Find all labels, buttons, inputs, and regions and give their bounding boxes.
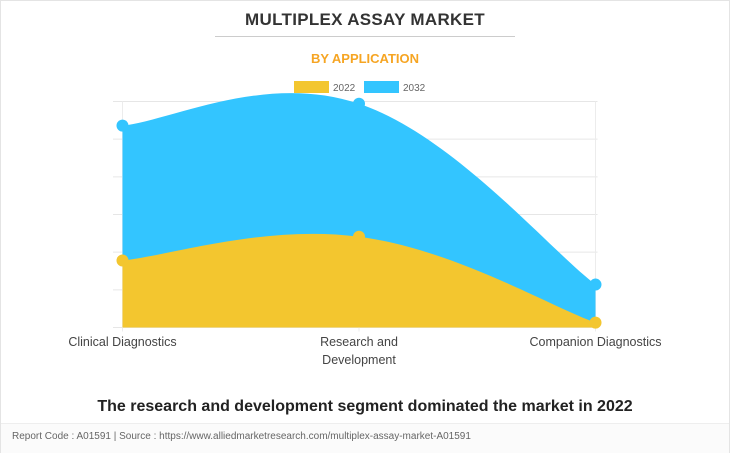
x-tick-label: Development bbox=[322, 353, 396, 367]
data-point-2022 bbox=[353, 230, 365, 243]
chart-subtitle: BY APPLICATION bbox=[310, 51, 420, 66]
legend-swatch-2032 bbox=[364, 81, 399, 93]
legend-label-2022: 2022 bbox=[333, 83, 356, 94]
data-point-2022 bbox=[116, 254, 129, 267]
data-point-2032 bbox=[116, 119, 129, 132]
data-point-2032 bbox=[353, 97, 365, 110]
chart-title: MULTIPLEX ASSAY MARKET bbox=[245, 10, 485, 29]
x-tick-label: Companion Diagnostics bbox=[529, 335, 661, 349]
area-2022 bbox=[122, 233, 596, 328]
source-text: Report Code : A01591 | Source : https://… bbox=[12, 431, 471, 442]
footer: Report Code : A01591 | Source : https://… bbox=[1, 423, 729, 453]
title-divider bbox=[215, 36, 515, 37]
x-tick-label: Clinical Diagnostics bbox=[68, 335, 176, 349]
data-point-2032 bbox=[589, 278, 602, 291]
chart-headline: The research and development segment dom… bbox=[97, 398, 633, 415]
data-point-2022 bbox=[589, 316, 602, 329]
legend-label-2032: 2032 bbox=[403, 83, 426, 94]
legend-swatch-2022 bbox=[294, 81, 329, 93]
x-tick-label: Research and bbox=[320, 335, 398, 349]
